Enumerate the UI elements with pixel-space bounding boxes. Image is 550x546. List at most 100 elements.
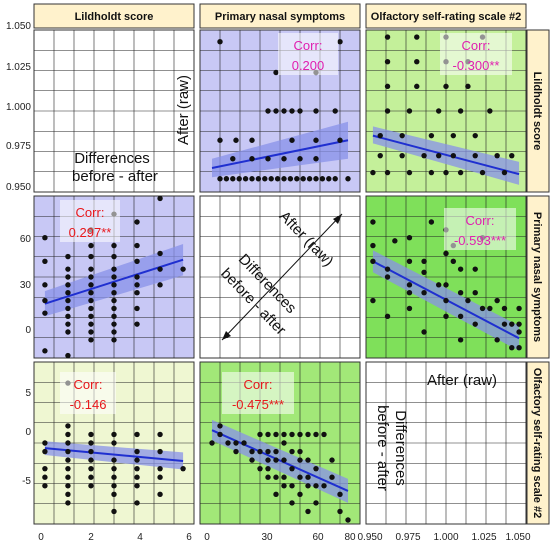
point-r3c1-37: [134, 500, 140, 506]
point-r1c2-23: [281, 156, 287, 162]
point-r2c1-16: [65, 352, 71, 359]
point-r2c3-6: [384, 313, 391, 319]
point-r1c2-29: [289, 137, 295, 143]
point-r1c2-33: [273, 108, 279, 114]
point-r3c1-11: [65, 465, 71, 472]
point-r2c3-15: [421, 290, 427, 296]
point-r1c2-32: [265, 108, 271, 114]
point-r2c3-25: [450, 258, 457, 264]
point-r3c1-31: [134, 431, 140, 438]
point-r3c1-33: [134, 457, 140, 463]
point-r3c1-42: [157, 491, 163, 498]
point-r3c2-50: [337, 491, 343, 498]
point-r2c1-32: [111, 253, 117, 260]
y-tick-r3-1: 0: [25, 427, 31, 438]
point-r3c2-7: [249, 457, 255, 463]
point-r1c2-7: [262, 176, 268, 182]
point-r1c2-38: [332, 108, 338, 114]
point-r1c2-35: [289, 108, 295, 114]
corr-value-r3c1: -0.146: [70, 397, 107, 412]
point-r1c3-16: [377, 132, 383, 139]
point-r1c2-21: [249, 156, 255, 162]
point-r3c2-0: [209, 440, 215, 446]
point-r3c2-35: [297, 474, 303, 480]
diag-r3c3-before-after: before - after: [374, 405, 391, 491]
point-r1c3-34: [384, 34, 391, 40]
corr-value-r2c3: -0.593***: [454, 233, 506, 248]
point-r2c1-28: [88, 329, 94, 335]
y-tick-r2-1: 30: [20, 280, 32, 291]
x-tick-c2-1: 30: [261, 532, 273, 543]
point-r1c2-10: [281, 176, 287, 182]
corr-box-r1c3: [440, 33, 512, 75]
point-r1c2-37: [313, 108, 319, 114]
y-tick-r2-2: 0: [25, 325, 31, 336]
point-r3c2-46: [321, 431, 327, 438]
point-r2c3-9: [406, 258, 413, 264]
point-r2c1-6: [65, 253, 71, 260]
point-r1c2-42: [337, 39, 343, 45]
point-r2c3-32: [472, 290, 478, 296]
point-r3c2-18: [273, 448, 279, 455]
point-r2c3-7: [392, 238, 398, 244]
point-r2c1-5: [42, 348, 48, 354]
point-r1c3-26: [384, 83, 391, 90]
point-r2c1-38: [111, 305, 117, 312]
point-r1c2-15: [313, 176, 319, 182]
y-tick-r1-2: 1.000: [6, 102, 31, 113]
point-r3c2-9: [257, 431, 263, 438]
point-r1c3-10: [421, 152, 427, 159]
point-r2c3-10: [406, 282, 413, 288]
point-r1c3-12: [450, 152, 457, 159]
point-r2c3-35: [479, 305, 486, 312]
point-r2c3-43: [516, 305, 522, 312]
point-r2c1-55: [180, 266, 186, 272]
point-r2c1-22: [88, 282, 94, 288]
point-r1c2-3: [236, 176, 242, 182]
point-r3c2-20: [273, 474, 279, 480]
point-r3c1-35: [134, 474, 140, 480]
point-r2c1-50: [134, 321, 140, 327]
point-r3c2-30: [289, 483, 295, 489]
point-r1c3-3: [428, 169, 435, 176]
point-r1c3-22: [406, 108, 413, 114]
ci-band-r2c1: [44, 244, 184, 317]
point-r1c3-13: [472, 152, 478, 159]
point-r2c1-7: [65, 266, 71, 272]
point-r3c1-14: [65, 491, 71, 498]
point-r2c3-40: [501, 321, 508, 327]
ci-band-r1c2: [212, 121, 348, 178]
point-r3c2-51: [337, 508, 343, 515]
point-r3c2-13: [265, 448, 271, 455]
point-r3c2-16: [265, 474, 271, 480]
point-r3c1-7: [65, 431, 71, 438]
point-r1c2-36: [297, 108, 303, 114]
point-r3c1-34: [134, 465, 140, 472]
point-r2c3-29: [457, 337, 464, 343]
point-r2c1-48: [134, 290, 140, 296]
point-r3c1-39: [157, 448, 163, 455]
corr-label-r3c1: Corr:: [74, 377, 103, 392]
point-r3c2-36: [297, 491, 303, 498]
point-r1c3-11: [435, 152, 442, 159]
point-r2c1-10: [65, 290, 71, 296]
point-r3c1-21: [88, 474, 94, 480]
point-r1c2-30: [313, 137, 319, 143]
strip-top-label-2: Primary nasal symptoms: [215, 11, 345, 23]
point-r1c3-30: [384, 59, 391, 65]
point-r3c2-27: [289, 431, 295, 438]
point-r1c3-1: [384, 169, 391, 176]
point-r3c2-28: [289, 448, 295, 455]
strip-top-label-3: Olfactory self-rating scale #2: [371, 11, 521, 23]
point-r2c1-25: [88, 305, 94, 312]
strip-top-2: [199, 3, 361, 29]
point-r1c2-17: [326, 176, 332, 182]
point-r2c3-3: [370, 297, 376, 304]
point-r3c2-10: [257, 448, 263, 455]
point-r1c3-24: [457, 108, 464, 114]
point-r2c3-1: [370, 242, 376, 249]
point-r1c3-23: [435, 108, 442, 114]
point-r1c3-7: [501, 169, 508, 176]
corr-label-r1c3: Corr:: [462, 38, 491, 53]
point-r2c3-45: [516, 329, 522, 335]
